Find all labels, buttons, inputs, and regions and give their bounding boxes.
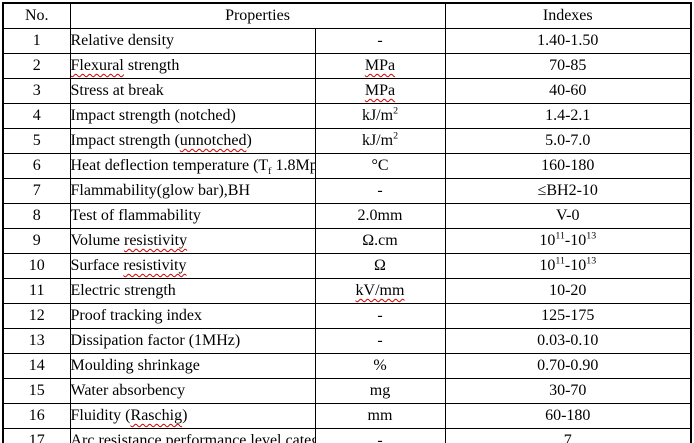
cell-no: 17 xyxy=(2,428,71,443)
cell-index: 1011-1013 xyxy=(444,228,692,254)
table-row: 13 Dissipation factor (1MHz) -0.03-0.10 xyxy=(2,328,692,354)
cell-property: Test of flammability xyxy=(69,203,316,229)
cell-unit: kJ/m2 xyxy=(314,128,446,154)
cell-index: 5.0-7.0 xyxy=(444,128,692,154)
cell-unit: - xyxy=(314,428,446,443)
cell-index: 125-175 xyxy=(444,303,692,329)
cell-index: 0.70-0.90 xyxy=(444,353,692,379)
cell-property: Arc resistance performance level categor… xyxy=(69,428,316,443)
table-row: 9 Volume resistivity Ω.cm 1011-1013 xyxy=(2,228,692,254)
table-row: 4 Impact strength (notched) kJ/m2 1.4-2.1 xyxy=(2,103,692,129)
cell-no: 5 xyxy=(2,128,71,154)
cell-unit: Ω xyxy=(314,253,446,279)
cell-no: 13 xyxy=(2,328,71,354)
cell-no: 16 xyxy=(2,403,71,429)
cell-index: 60-180 xyxy=(444,403,692,429)
table-row: 11 Electric strength kV/mm 10-20 xyxy=(2,278,692,304)
table-row: 17 Arc resistance performance level categ… xyxy=(2,428,692,443)
cell-no: 12 xyxy=(2,303,71,329)
cell-no: 8 xyxy=(2,203,71,229)
cell-unit: % xyxy=(314,353,446,379)
cell-no: 6 xyxy=(2,153,71,179)
cell-index: ≤BH2-10 xyxy=(444,178,692,204)
cell-property: Impact strength (unnotched) xyxy=(69,128,316,154)
table-row: 8 Test of flammability 2.0mm V-0 xyxy=(2,203,692,229)
cell-property: Surface resistivity xyxy=(69,253,316,279)
cell-no: 1 xyxy=(2,28,71,54)
cell-property: Proof tracking index xyxy=(69,303,316,329)
cell-unit: kJ/m2 xyxy=(314,103,446,129)
table-row: 7 Flammability(glow bar),BH - ≤BH2-10 xyxy=(2,178,692,204)
cell-no: 11 xyxy=(2,278,71,304)
cell-property: Fluidity (Raschig) xyxy=(69,403,316,429)
cell-property: Stress at break xyxy=(69,78,316,104)
cell-index: 70-85 xyxy=(444,53,692,79)
cell-property: Flammability(glow bar),BH xyxy=(69,178,316,204)
table-row: 2 Flexural strength MPa 70-85 xyxy=(2,53,692,79)
cell-unit: kV/mm xyxy=(314,278,446,304)
col-header-no: No. xyxy=(2,2,71,29)
cell-unit: - xyxy=(314,328,446,354)
table-row: 12 Proof tracking index -125-175 xyxy=(2,303,692,329)
cell-index: 1.4-2.1 xyxy=(444,103,692,129)
cell-index: 1011-1013 xyxy=(444,253,692,279)
cell-property: Heat deflection temperature (Tf 1.8Mpa) xyxy=(69,153,316,179)
table-row: 14 Moulding shrinkage% 0.70-0.90 xyxy=(2,353,692,379)
cell-index: 40-60 xyxy=(444,78,692,104)
cell-no: 7 xyxy=(2,178,71,204)
cell-property: Electric strength xyxy=(69,278,316,304)
cell-unit: Ω.cm xyxy=(314,228,446,254)
table-row: 3 Stress at break MPa 40-60 xyxy=(2,78,692,104)
cell-unit: - xyxy=(314,303,446,329)
cell-property: Impact strength (notched) xyxy=(69,103,316,129)
cell-property: Volume resistivity xyxy=(69,228,316,254)
cell-property: Relative density xyxy=(69,28,316,54)
table-row: 5 Impact strength (unnotched) kJ/m2 5.0-7.0 xyxy=(2,128,692,154)
cell-index: 7 xyxy=(444,428,692,443)
cell-no: 4 xyxy=(2,103,71,129)
cell-unit: °C xyxy=(314,153,446,179)
cell-unit: MPa xyxy=(314,53,446,79)
cell-index: V-0 xyxy=(444,203,692,229)
cell-property: Flexural strength xyxy=(69,53,316,79)
cell-unit: - xyxy=(314,28,446,54)
cell-no: 3 xyxy=(2,78,71,104)
cell-unit: 2.0mm xyxy=(314,203,446,229)
table-row: 10 Surface resistivity Ω 1011-1013 xyxy=(2,253,692,279)
cell-property: Dissipation factor (1MHz) xyxy=(69,328,316,354)
cell-unit: - xyxy=(314,178,446,204)
cell-unit: MPa xyxy=(314,78,446,104)
cell-property: Moulding shrinkage xyxy=(69,353,316,379)
cell-unit: mg xyxy=(314,378,446,404)
cell-index: 30-70 xyxy=(444,378,692,404)
header-row: No. Properties Indexes xyxy=(2,2,692,29)
cell-no: 9 xyxy=(2,228,71,254)
cell-index: 160-180 xyxy=(444,153,692,179)
col-header-properties: Properties xyxy=(69,2,446,29)
table-row: 15 Water absorbency mg 30-70 xyxy=(2,378,692,404)
table-row: 1 Relative density -1.40-1.50 xyxy=(2,28,692,54)
cell-index: 0.03-0.10 xyxy=(444,328,692,354)
cell-no: 2 xyxy=(2,53,71,79)
table-body: 1 Relative density -1.40-1.50 2 Flexural str… xyxy=(2,28,692,443)
cell-no: 15 xyxy=(2,378,71,404)
cell-no: 10 xyxy=(2,253,71,279)
table-row: 16 Fluidity (Raschig) mm 60-180 xyxy=(2,403,692,429)
cell-index: 1.40-1.50 xyxy=(444,28,692,54)
cell-index: 10-20 xyxy=(444,278,692,304)
cell-unit: mm xyxy=(314,403,446,429)
col-header-indexes: Indexes xyxy=(444,2,692,29)
cell-property: Water absorbency xyxy=(69,378,316,404)
cell-no: 14 xyxy=(2,353,71,379)
